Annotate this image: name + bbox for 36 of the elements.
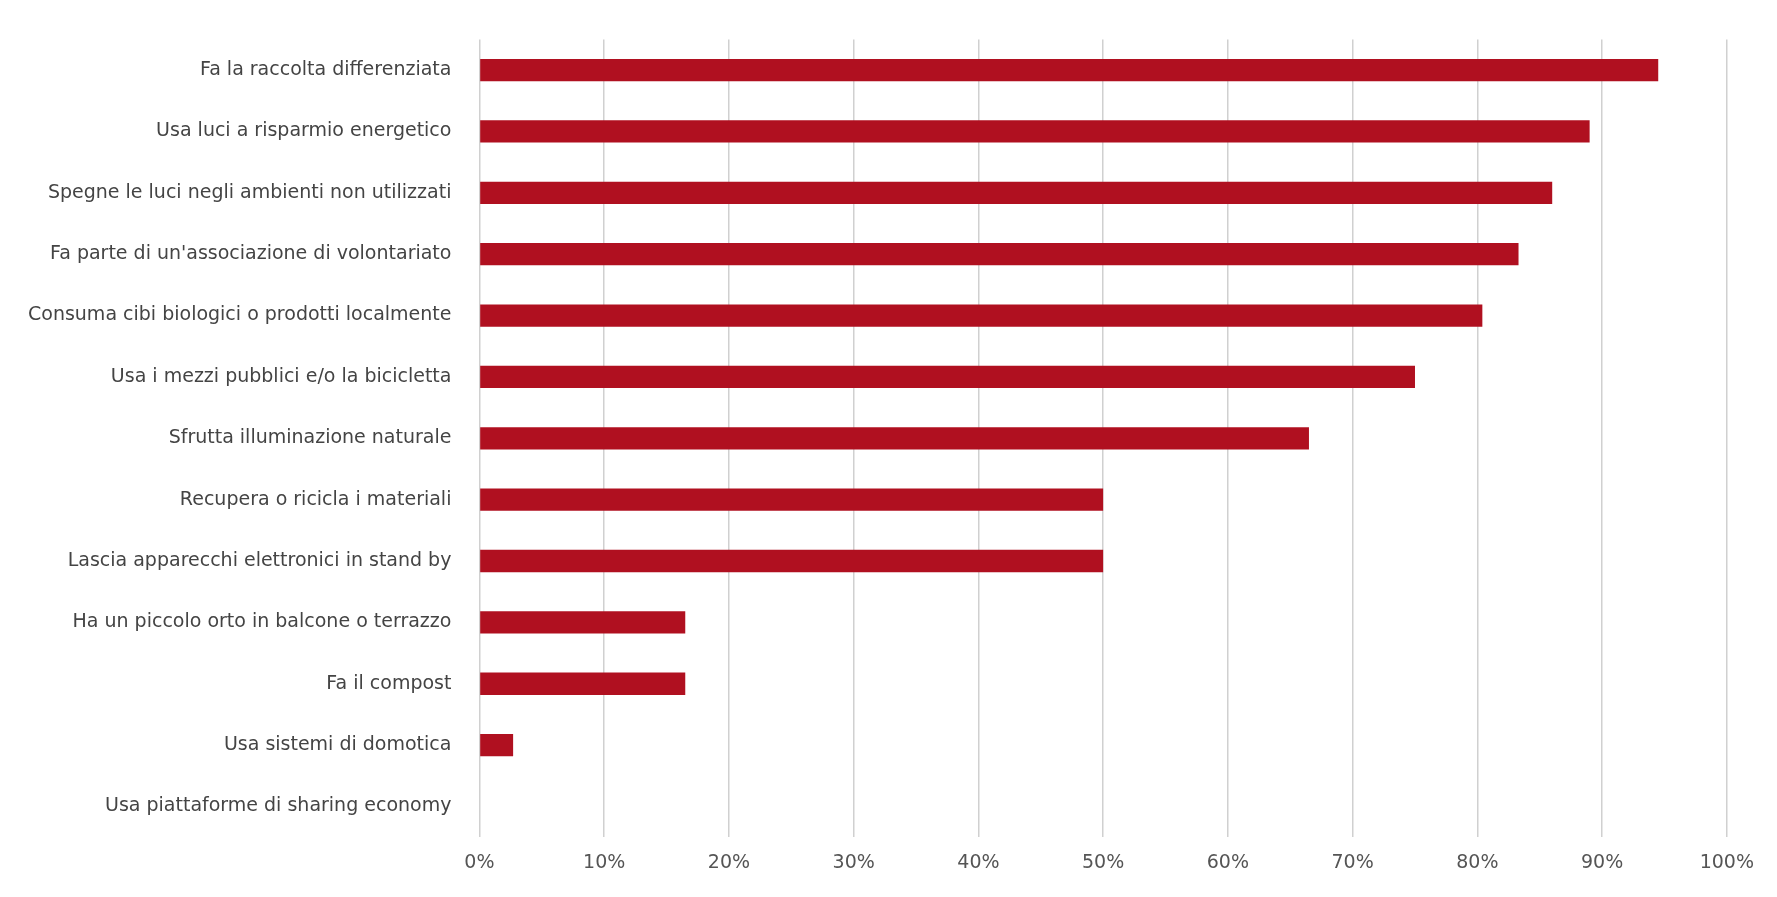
- y-tick-label: Fa il compost: [326, 670, 452, 693]
- y-tick-label: Usa sistemi di domotica: [223, 732, 452, 755]
- bar: [480, 58, 1659, 82]
- x-tick-label: 60%: [1206, 849, 1249, 872]
- bar: [480, 427, 1309, 450]
- x-tick-label: 80%: [1456, 849, 1499, 872]
- y-tick-label: Lascia apparecchi elettronici in stand by: [67, 547, 452, 570]
- x-tick-label: 90%: [1580, 849, 1624, 872]
- y-tick-label: Usa i mezzi pubblici e/o la bicicletta: [110, 363, 452, 386]
- bar: [480, 120, 1590, 143]
- bar: [480, 181, 1553, 204]
- x-tick-label: 10%: [583, 849, 626, 872]
- y-tick-label: Ha un piccolo orto in balcone o terrazzo: [72, 609, 452, 632]
- x-tick-label: 20%: [707, 849, 751, 872]
- bar: [480, 611, 686, 634]
- y-tick-label: Fa la raccolta differenziata: [199, 57, 452, 80]
- y-tick-label: Sfrutta illuminazione naturale: [168, 425, 452, 448]
- x-tick-label: 50%: [1082, 849, 1125, 872]
- bar: [480, 672, 686, 695]
- x-tick-label: 40%: [957, 849, 1000, 872]
- y-tick-label: Consuma cibi biologici o prodotti localmente: [28, 302, 452, 325]
- bar: [480, 243, 1519, 266]
- bar: [480, 488, 1104, 511]
- y-tick-label: Spegne le luci negli ambienti non utilizzati: [47, 179, 452, 202]
- x-tick-label: 30%: [832, 849, 875, 872]
- x-tick-label: 100%: [1699, 849, 1754, 872]
- x-tick-label: 0%: [464, 849, 495, 872]
- bar: [480, 549, 1104, 573]
- bar: [480, 304, 1483, 327]
- x-tick-label: 70%: [1331, 849, 1374, 872]
- y-tick-label: Fa parte di un'associazione di volontariato: [50, 241, 452, 264]
- y-tick-label: Usa luci a risparmio energetico: [156, 118, 452, 141]
- y-tick-label: Usa piattaforme di sharing economy: [105, 793, 452, 816]
- bar: [480, 733, 514, 757]
- bar: [480, 365, 1415, 389]
- y-tick-label: Recupera o ricicla i materiali: [179, 486, 452, 509]
